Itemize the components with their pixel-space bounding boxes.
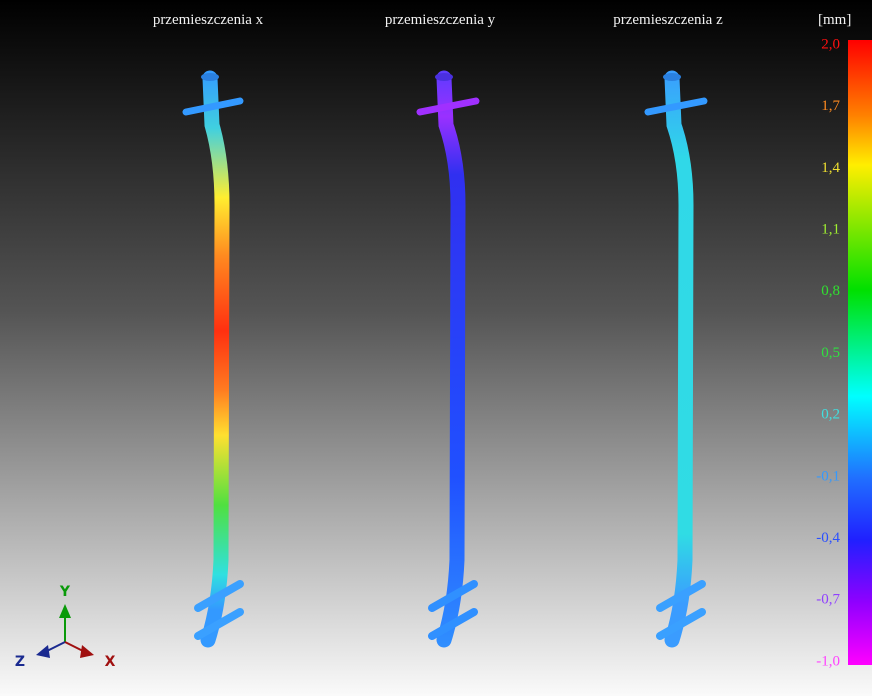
viewport: przemieszczenia x przemieszczenia y prze…: [0, 0, 872, 696]
scale-label: 0,5: [821, 345, 840, 361]
background: [0, 0, 872, 696]
scale-label: -0,4: [816, 530, 840, 546]
axis-label: X: [105, 654, 116, 670]
unit-label: [mm]: [818, 12, 851, 28]
axis-label: Z: [15, 654, 25, 670]
axis-label: Y: [59, 584, 71, 600]
scale-label: 2,0: [821, 36, 840, 52]
scale-label: 1,4: [821, 160, 840, 176]
scale-label: 0,8: [821, 283, 840, 299]
scale-label: -0,7: [816, 592, 840, 608]
scale-label: 1,7: [821, 98, 840, 114]
view-title: przemieszczenia z: [613, 12, 723, 28]
view-title: przemieszczenia y: [385, 12, 496, 28]
scale-label: 1,1: [821, 222, 840, 238]
scale-label: -0,1: [816, 468, 840, 484]
view-title: przemieszczenia x: [153, 12, 264, 28]
scale-label: 0,2: [821, 407, 840, 423]
scene: przemieszczenia x przemieszczenia y prze…: [0, 0, 872, 696]
scale-label: -1,0: [816, 653, 840, 669]
color-bar: [848, 40, 872, 665]
